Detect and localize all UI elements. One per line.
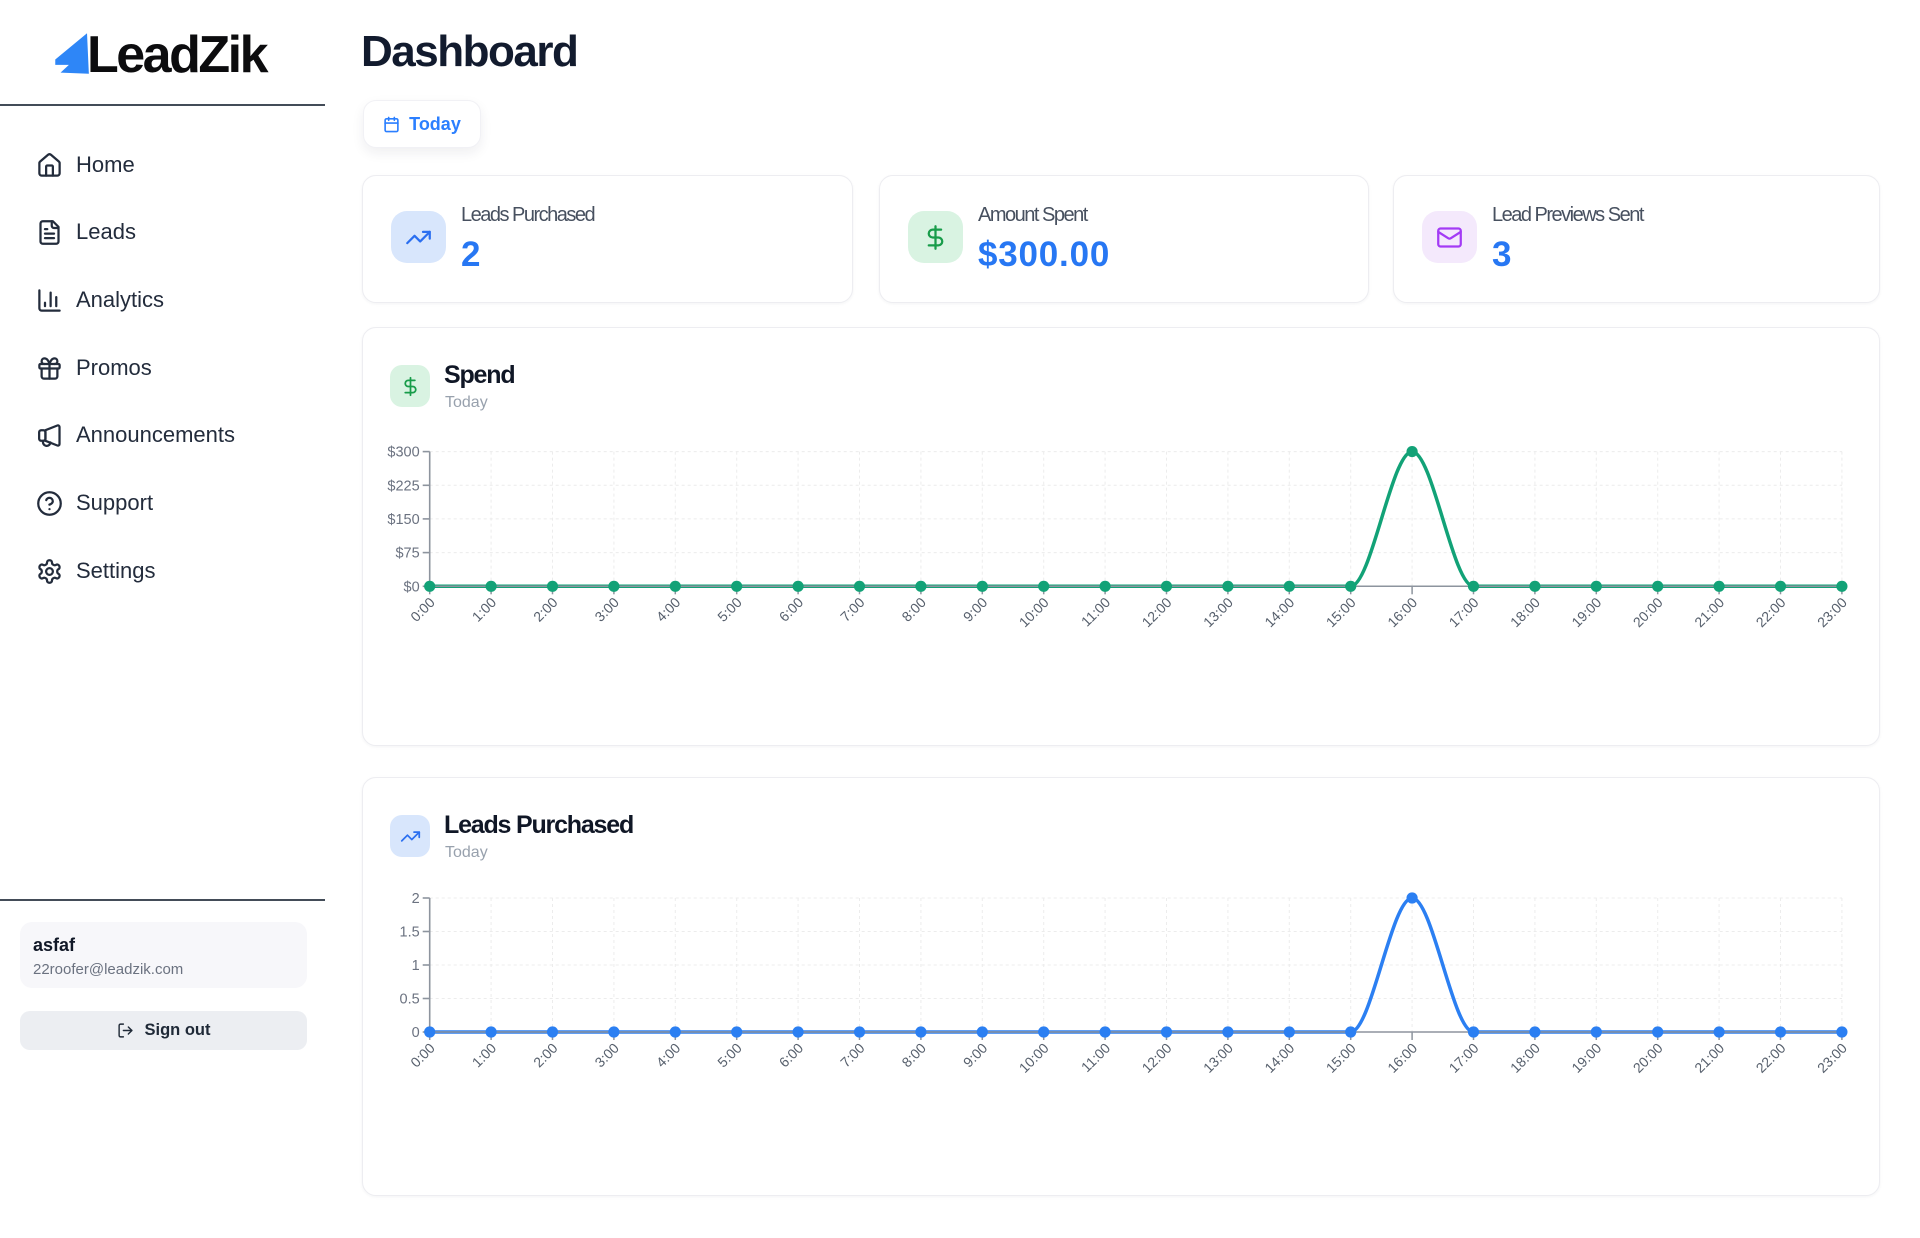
svg-text:7:00: 7:00: [837, 594, 868, 625]
svg-text:17:00: 17:00: [1446, 594, 1482, 630]
svg-text:15:00: 15:00: [1323, 594, 1359, 630]
svg-text:14:00: 14:00: [1261, 1040, 1297, 1076]
svg-text:4:00: 4:00: [653, 594, 684, 625]
svg-text:3:00: 3:00: [591, 594, 622, 625]
svg-text:21:00: 21:00: [1691, 594, 1727, 630]
svg-text:3:00: 3:00: [591, 1040, 622, 1071]
svg-text:21:00: 21:00: [1691, 1040, 1727, 1076]
svg-text:1: 1: [412, 958, 420, 974]
svg-text:9:00: 9:00: [960, 594, 991, 625]
svg-text:20:00: 20:00: [1630, 594, 1666, 630]
svg-text:1:00: 1:00: [469, 1040, 500, 1071]
svg-text:17:00: 17:00: [1446, 1040, 1482, 1076]
svg-text:2:00: 2:00: [530, 1040, 561, 1071]
svg-text:$300: $300: [387, 445, 419, 461]
svg-text:12:00: 12:00: [1139, 1040, 1175, 1076]
svg-text:20:00: 20:00: [1630, 1040, 1666, 1076]
svg-text:22:00: 22:00: [1753, 1040, 1789, 1076]
svg-text:19:00: 19:00: [1568, 1040, 1604, 1076]
svg-text:6:00: 6:00: [776, 1040, 807, 1071]
svg-text:23:00: 23:00: [1814, 1040, 1850, 1076]
svg-text:$150: $150: [387, 512, 419, 528]
svg-text:10:00: 10:00: [1016, 1040, 1052, 1076]
svg-text:18:00: 18:00: [1507, 1040, 1543, 1076]
svg-text:8:00: 8:00: [898, 594, 929, 625]
svg-text:18:00: 18:00: [1507, 594, 1543, 630]
svg-text:0: 0: [412, 1025, 420, 1041]
svg-text:$225: $225: [387, 478, 419, 494]
svg-text:14:00: 14:00: [1261, 594, 1297, 630]
svg-text:8:00: 8:00: [898, 1040, 929, 1071]
svg-text:13:00: 13:00: [1200, 1040, 1236, 1076]
svg-text:1.5: 1.5: [400, 925, 420, 941]
svg-text:$75: $75: [395, 546, 419, 562]
svg-text:11:00: 11:00: [1078, 594, 1114, 630]
svg-text:2: 2: [412, 891, 420, 907]
svg-text:0.5: 0.5: [400, 992, 420, 1008]
svg-text:0:00: 0:00: [407, 1040, 438, 1071]
svg-text:23:00: 23:00: [1814, 594, 1850, 630]
svg-text:5:00: 5:00: [714, 594, 745, 625]
svg-text:0:00: 0:00: [407, 594, 438, 625]
svg-text:7:00: 7:00: [837, 1040, 868, 1071]
svg-text:2:00: 2:00: [530, 594, 561, 625]
svg-text:5:00: 5:00: [714, 1040, 745, 1071]
svg-text:6:00: 6:00: [776, 594, 807, 625]
svg-text:16:00: 16:00: [1384, 594, 1420, 630]
svg-text:4:00: 4:00: [653, 1040, 684, 1071]
svg-text:$0: $0: [404, 579, 420, 595]
svg-text:15:00: 15:00: [1323, 1040, 1359, 1076]
svg-text:13:00: 13:00: [1200, 594, 1236, 630]
svg-text:1:00: 1:00: [469, 594, 500, 625]
svg-text:11:00: 11:00: [1078, 1040, 1114, 1076]
svg-text:9:00: 9:00: [960, 1040, 991, 1071]
svg-text:19:00: 19:00: [1568, 594, 1604, 630]
svg-text:22:00: 22:00: [1753, 594, 1789, 630]
svg-text:16:00: 16:00: [1384, 1040, 1420, 1076]
svg-text:10:00: 10:00: [1016, 594, 1052, 630]
svg-text:12:00: 12:00: [1139, 594, 1175, 630]
